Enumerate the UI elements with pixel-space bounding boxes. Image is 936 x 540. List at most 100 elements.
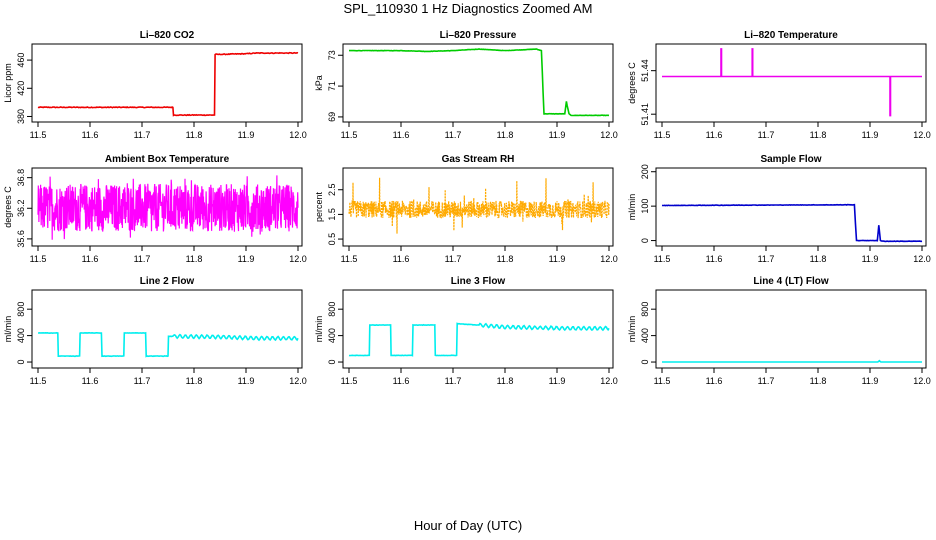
x-tick-label: 11.9: [862, 254, 879, 264]
y-tick-label: 1.5: [327, 208, 337, 221]
x-tick-label: 11.5: [30, 376, 47, 386]
x-tick-label: 11.5: [341, 130, 358, 140]
x-tick-label: 11.9: [862, 376, 879, 386]
y-axis-label: Licor ppm: [3, 63, 13, 103]
y-tick-label: 800: [327, 302, 337, 317]
x-tick-label: 11.7: [134, 254, 151, 264]
panel-3: Li–820 Temperature 11.5 11.6 11.7 11.8 11.9 12…: [627, 30, 931, 140]
y-tick-label: 51.41: [640, 103, 650, 126]
plot-frame: [655, 289, 927, 369]
x-tick-label: 12.0: [600, 130, 618, 140]
y-tick-label: 460: [16, 53, 26, 68]
x-tick-label: 11.7: [758, 376, 775, 386]
panel-6: Sample Flow 11.5 11.6 11.7 11.8 11.9 12.0 0 100 2…: [627, 154, 931, 264]
x-tick-label: 11.6: [82, 376, 99, 386]
x-tick-label: 11.8: [497, 254, 514, 264]
panel-title: Li–820 Pressure: [440, 30, 517, 41]
y-axis-label: ml/min: [627, 316, 637, 343]
plot-frame: [342, 289, 614, 369]
panel-title: Sample Flow: [760, 154, 821, 165]
x-tick-label: 11.8: [186, 130, 203, 140]
y-tick-label: 0: [16, 360, 26, 365]
x-tick-label: 11.9: [549, 254, 566, 264]
panel-9: Line 4 (LT) Flow 11.5 11.6 11.7 11.8 11.9 12.0…: [627, 276, 931, 386]
plot-frame: [342, 43, 614, 123]
y-tick-label: 800: [16, 302, 26, 317]
y-axis-label: ml/min: [314, 316, 324, 343]
plot-frame: [31, 167, 303, 247]
y-tick-label: 420: [16, 81, 26, 96]
y-tick-label: 0: [640, 238, 650, 243]
x-axis-label: Hour of Day (UTC): [413, 518, 523, 533]
panel-5: Gas Stream RH 11.5 11.6 11.7 11.8 11.9 12.0 0.5…: [314, 154, 618, 264]
x-tick-label: 11.6: [706, 376, 723, 386]
x-tick-label: 12.0: [600, 254, 618, 264]
y-axis-label: kPa: [314, 75, 324, 91]
plot-frame: [655, 43, 927, 123]
x-tick-label: 11.5: [30, 254, 47, 264]
y-tick-label: 800: [640, 302, 650, 317]
x-tick-label: 11.7: [445, 254, 462, 264]
x-tick-label: 11.8: [497, 130, 514, 140]
panel-title: Gas Stream RH: [442, 154, 515, 165]
series-line: [662, 48, 922, 117]
panel-7: Line 2 Flow 11.5 11.6 11.7 11.8 11.9 12.0 0 400 8…: [3, 276, 307, 386]
panel-8: Line 3 Flow 11.5 11.6 11.7 11.8 11.9 12.0 0 400 8…: [314, 276, 618, 386]
x-tick-label: 11.5: [654, 130, 671, 140]
y-tick-label: 0: [327, 360, 337, 365]
plot-frame: [655, 167, 927, 247]
x-tick-label: 11.5: [341, 376, 358, 386]
series-line: [37, 51, 299, 117]
y-tick-label: 2.5: [327, 183, 337, 196]
plot-frame: [342, 167, 614, 247]
x-tick-label: 11.8: [810, 130, 827, 140]
y-tick-label: 71: [327, 81, 337, 91]
panel-title: Ambient Box Temperature: [105, 154, 230, 165]
x-tick-label: 11.7: [758, 130, 775, 140]
panel-title: Line 3 Flow: [451, 276, 506, 287]
x-tick-label: 11.8: [186, 376, 203, 386]
panel-title: Line 2 Flow: [140, 276, 195, 287]
x-tick-label: 11.5: [341, 254, 358, 264]
y-tick-label: 380: [16, 109, 26, 124]
x-tick-label: 11.6: [706, 254, 723, 264]
x-tick-label: 12.0: [913, 130, 931, 140]
panel-title: Li–820 Temperature: [744, 30, 838, 41]
x-tick-label: 11.5: [654, 376, 671, 386]
series-line: [662, 359, 922, 363]
x-tick-label: 11.8: [497, 376, 514, 386]
panel-1: Li–820 CO2 11.5 11.6 11.7 11.8 11.9 12.0 380 420…: [3, 30, 307, 140]
x-tick-label: 11.6: [393, 254, 410, 264]
x-tick-label: 11.6: [393, 130, 410, 140]
plot-frame: [31, 289, 303, 369]
x-tick-label: 11.8: [186, 254, 203, 264]
y-tick-label: 200: [640, 164, 650, 179]
y-tick-label: 400: [640, 328, 650, 343]
x-tick-label: 11.9: [862, 130, 879, 140]
x-tick-label: 12.0: [289, 130, 307, 140]
x-tick-label: 11.5: [654, 254, 671, 264]
x-tick-label: 11.9: [238, 376, 255, 386]
panel-2: Li–820 Pressure 11.5 11.6 11.7 11.8 11.9 12.0 6…: [314, 30, 618, 140]
y-tick-label: 0.5: [327, 233, 337, 246]
x-tick-label: 11.7: [445, 130, 462, 140]
y-tick-label: 51.44: [640, 59, 650, 82]
x-tick-label: 11.7: [445, 376, 462, 386]
x-tick-label: 11.9: [549, 130, 566, 140]
y-axis-label: degrees C: [3, 186, 13, 228]
x-tick-label: 11.8: [810, 376, 827, 386]
x-tick-label: 11.7: [134, 376, 151, 386]
series-line: [37, 175, 299, 240]
y-axis-label: degrees C: [627, 62, 637, 104]
x-tick-label: 11.9: [549, 376, 566, 386]
x-tick-label: 12.0: [600, 376, 618, 386]
y-tick-label: 35.6: [16, 230, 26, 248]
y-tick-label: 73: [327, 50, 337, 60]
panel-title: Li–820 CO2: [140, 30, 195, 41]
y-tick-label: 69: [327, 112, 337, 122]
x-tick-label: 12.0: [913, 254, 931, 264]
y-tick-label: 36.2: [16, 200, 26, 218]
y-tick-label: 100: [640, 199, 650, 214]
x-tick-label: 11.7: [134, 130, 151, 140]
